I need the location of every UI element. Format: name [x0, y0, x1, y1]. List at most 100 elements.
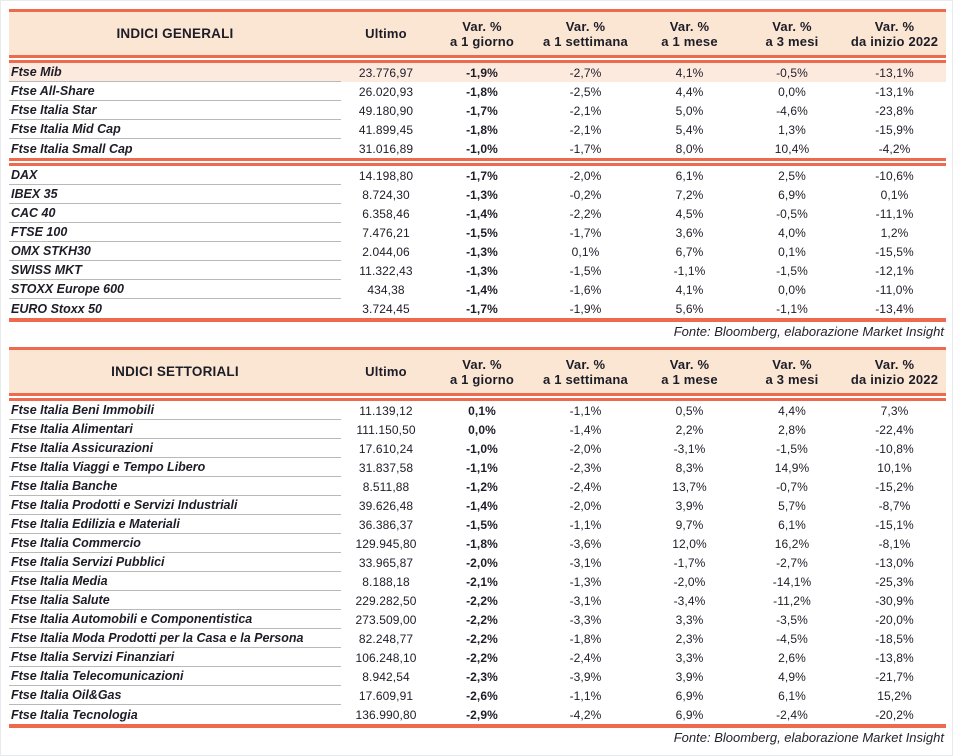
- var-value-2: 4,4%: [675, 84, 704, 99]
- var-value-3: 0,0%: [778, 282, 806, 297]
- index-name: Ftse Italia Prodotti e Servizi Industria…: [9, 496, 341, 515]
- column-header-line1: Var. %: [565, 356, 606, 372]
- var-value-0: -1,7%: [466, 301, 498, 316]
- var-value-2: 8,3%: [675, 460, 704, 475]
- var-value-0: -1,7%: [466, 103, 498, 118]
- column-header-var-1: Var. % a 1 settimana: [533, 12, 638, 55]
- index-name: Ftse Mib: [9, 63, 341, 82]
- var-value-3: -11,2%: [773, 593, 811, 608]
- table-rows: Ftse Italia Beni Immobili 11.139,12 0,1% -1…: [9, 401, 946, 728]
- ultimo-value: 14.198,80: [358, 168, 414, 183]
- var-value-1: -1,3%: [569, 574, 602, 589]
- index-name: STOXX Europe 600: [9, 280, 341, 299]
- table-row: Ftse Italia Salute 229.282,50 -2,2% -3,1% -3…: [9, 591, 946, 610]
- table-row: Ftse Italia Viaggi e Tempo Libero 31.837,…: [9, 458, 946, 477]
- table-header: INDICI GENERALI Ultimo Var. % a 1 giorno Var…: [9, 12, 946, 55]
- var-value-2: 0,5%: [675, 403, 704, 418]
- var-value-4: -22,4%: [875, 422, 914, 437]
- index-name: Ftse Italia Moda Prodotti per la Casa e …: [9, 629, 341, 648]
- var-value-3: 4,9%: [778, 669, 806, 684]
- column-header-line1: Var. %: [462, 18, 502, 34]
- var-value-3: -1,1%: [776, 301, 808, 316]
- var-value-1: -3,3%: [569, 612, 602, 627]
- table-row: Ftse Italia Automobili e Componentistica…: [9, 610, 946, 629]
- var-value-4: -4,2%: [878, 141, 911, 156]
- var-value-3: 10,4%: [774, 141, 810, 156]
- var-value-2: 3,9%: [675, 669, 704, 684]
- var-value-2: 5,6%: [675, 301, 704, 316]
- table-indici-generali: INDICI GENERALI Ultimo Var. % a 1 giorno Var…: [9, 9, 946, 343]
- var-value-3: -2,4%: [776, 707, 808, 722]
- index-name: Ftse Italia Automobili e Componentistica: [9, 610, 341, 629]
- var-value-3: -1,5%: [776, 441, 808, 456]
- ultimo-value: 8.511,88: [362, 479, 410, 494]
- var-value-3: 1,3%: [778, 122, 806, 137]
- table-row: Ftse Italia Small Cap 31.016,89 -1,0% -1,7%…: [9, 139, 946, 158]
- var-value-0: -1,0%: [466, 141, 498, 156]
- column-header-line1: Var. %: [772, 18, 812, 34]
- var-value-2: -1,7%: [673, 555, 706, 570]
- ultimo-value: 8.942,54: [362, 669, 410, 684]
- var-value-1: -1,9%: [569, 301, 602, 316]
- table-row: Ftse Italia Banche 8.511,88 -1,2% -2,4% 13,7…: [9, 477, 946, 496]
- ultimo-value: 82.248,77: [358, 631, 414, 646]
- column-header-line1: Var. %: [772, 356, 812, 372]
- var-value-3: 2,6%: [778, 650, 806, 665]
- column-header-var-1: Var. % a 1 settimana: [533, 350, 638, 393]
- column-header-line2: a 1 giorno: [449, 371, 515, 387]
- var-value-3: -14,1%: [772, 574, 812, 589]
- var-value-1: -2,7%: [569, 65, 602, 80]
- var-value-3: 6,1%: [778, 517, 806, 532]
- index-name: Ftse Italia Star: [9, 101, 341, 120]
- table-bottom-rule: [9, 724, 946, 728]
- var-value-1: -1,6%: [569, 282, 602, 297]
- ultimo-value: 31.016,89: [358, 141, 414, 156]
- var-value-1: -2,5%: [569, 84, 602, 99]
- table-row: CAC 40 6.358,46 -1,4% -2,2% 4,5% -0,5% -11,1%: [9, 204, 946, 223]
- table-title: INDICI GENERALI: [116, 26, 234, 41]
- var-value-4: -10,8%: [875, 441, 914, 456]
- index-name: Ftse All-Share: [9, 82, 341, 101]
- ultimo-value: 106.248,10: [355, 650, 417, 665]
- var-value-4: 7,3%: [880, 403, 909, 418]
- var-value-2: 13,7%: [672, 479, 707, 494]
- index-name: Ftse Italia Assicurazioni: [9, 439, 341, 458]
- var-value-1: -2,2%: [569, 206, 602, 221]
- var-value-1: 0,1%: [571, 244, 600, 259]
- var-value-4: 1,2%: [880, 225, 909, 240]
- var-value-4: -13,1%: [875, 65, 914, 80]
- table-row: Ftse Italia Star 49.180,90 -1,7% -2,1% 5,0% -…: [9, 101, 946, 120]
- var-value-1: -2,0%: [569, 498, 602, 513]
- ultimo-value: 26.020,93: [358, 84, 414, 99]
- var-value-1: -2,1%: [569, 122, 602, 137]
- var-value-0: -1,5%: [466, 225, 498, 240]
- var-value-3: -4,6%: [776, 103, 808, 118]
- var-value-2: 5,4%: [675, 122, 704, 137]
- column-header-line2: a 3 mesi: [765, 33, 819, 49]
- var-value-0: -2,2%: [466, 650, 498, 665]
- index-name: Ftse Italia Commercio: [9, 534, 341, 553]
- table-row: Ftse Italia Oil&Gas 17.609,91 -2,6% -1,1% 6,…: [9, 686, 946, 705]
- var-value-2: 3,3%: [675, 650, 704, 665]
- var-value-3: 4,0%: [778, 225, 806, 240]
- index-name: IBEX 35: [9, 185, 341, 204]
- var-value-1: -1,8%: [569, 631, 602, 646]
- var-value-2: 4,1%: [675, 65, 704, 80]
- index-name: EURO Stoxx 50: [11, 301, 103, 316]
- table-row: Ftse Italia Beni Immobili 11.139,12 0,1% -1…: [9, 401, 946, 420]
- var-value-1: -2,4%: [569, 479, 602, 494]
- var-value-0: -1,4%: [466, 498, 498, 513]
- ultimo-value: 434,38: [367, 282, 405, 297]
- var-value-0: -1,2%: [466, 479, 498, 494]
- var-value-4: -10,6%: [875, 168, 914, 183]
- ultimo-value: 7.476,21: [362, 225, 410, 240]
- var-value-1: -1,5%: [569, 263, 602, 278]
- var-value-0: -1,8%: [466, 84, 498, 99]
- var-value-4: -13,4%: [875, 301, 914, 316]
- table-row: Ftse Italia Prodotti e Servizi Industria…: [9, 496, 946, 515]
- var-value-4: -15,5%: [875, 244, 914, 259]
- var-value-2: 9,7%: [675, 517, 704, 532]
- var-value-4: -12,1%: [875, 263, 914, 278]
- ultimo-value: 11.139,12: [359, 403, 413, 418]
- table-row: Ftse Italia Media 8.188,18 -2,1% -1,3% -2,0%…: [9, 572, 946, 591]
